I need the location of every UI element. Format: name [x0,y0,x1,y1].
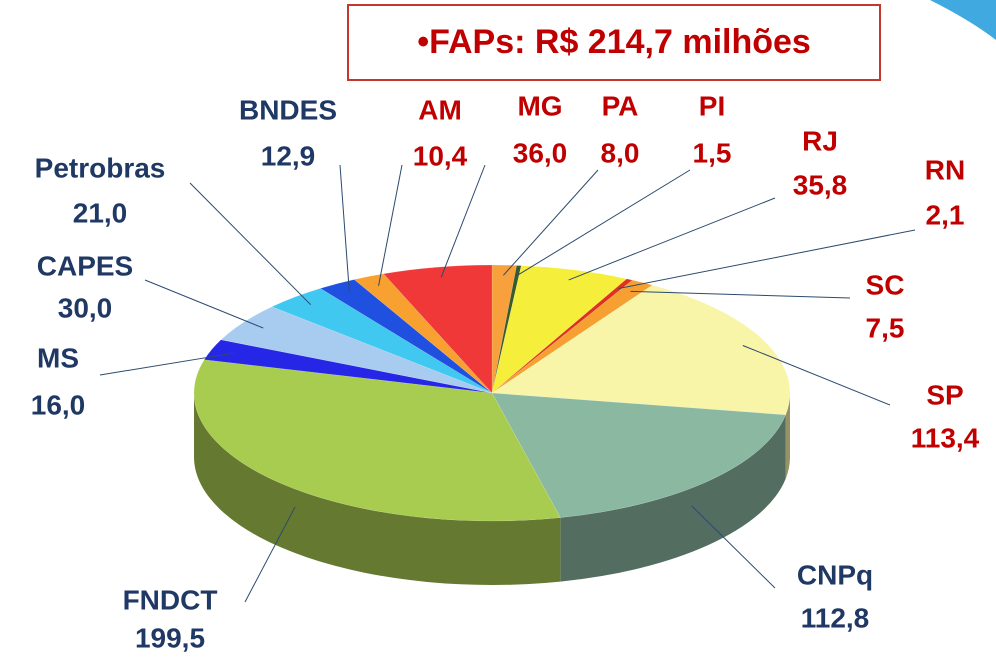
value-label: 112,8 [801,602,870,633]
category-label: CAPES [37,250,133,281]
category-label: MS [37,342,79,373]
category-label: SC [866,269,905,300]
category-label: MG [517,90,562,121]
value-label: 7,5 [866,312,905,343]
leader-line [145,280,263,328]
value-label: 12,9 [261,140,316,171]
category-label: RN [925,154,965,185]
value-label: 21,0 [73,197,128,228]
category-label: SP [926,379,963,410]
category-label: PA [602,90,639,121]
category-label: CNPq [797,559,873,590]
category-label: FNDCT [123,584,218,615]
value-label: 35,8 [793,169,848,200]
value-label: 30,0 [58,292,113,323]
value-label: 8,0 [601,137,640,168]
leader-line [379,165,402,286]
annotation: •FAPs: R$ 214,7 milhões [417,23,811,61]
leader-line [190,183,311,305]
category-label: PI [699,90,725,121]
value-label: 36,0 [513,137,568,168]
category-label: AM [418,94,462,125]
value-label: 1,5 [693,137,732,168]
leader-line [503,170,598,275]
corner-swoosh [930,0,996,40]
value-label: 16,0 [31,389,86,420]
value-label: 10,4 [413,140,468,171]
leader-line [340,165,349,292]
leader-line [441,165,485,277]
value-label: 199,5 [135,622,205,653]
category-label: Petrobras [35,152,166,183]
category-label: BNDES [239,94,337,125]
leader-line [517,170,690,276]
chart: •FAPs: R$ 214,7 milhões PA 8,0 PI 1,5 RJ 35,8… [0,0,996,658]
category-label: RJ [802,125,838,156]
value-label: 2,1 [926,199,965,230]
leader-line [569,198,775,280]
value-label: 113,4 [911,422,980,453]
